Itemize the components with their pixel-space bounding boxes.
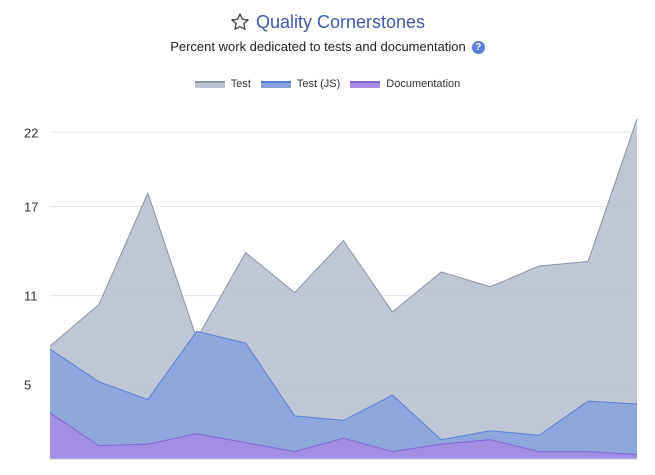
help-icon[interactable]: ? xyxy=(471,40,485,54)
legend-label: Test xyxy=(230,78,251,90)
title-row: Quality Cornerstones xyxy=(0,11,655,33)
legend-label: Documentation xyxy=(386,78,461,90)
area-series-documentation[interactable] xyxy=(50,412,637,459)
y-tick-label: 5 xyxy=(24,378,31,393)
legend: Test Test (JS) Documentation xyxy=(0,78,655,90)
y-tick-label: 11 xyxy=(24,289,38,304)
series-line xyxy=(49,118,638,347)
series-line xyxy=(49,330,638,441)
chart-title: Quality Cornerstones xyxy=(255,12,426,32)
subtitle-row: Percent work dedicated to tests and docu… xyxy=(0,38,655,56)
legend-item[interactable]: Test (JS) xyxy=(260,78,341,90)
legend-swatch xyxy=(194,80,225,88)
legend-item[interactable]: Test xyxy=(194,78,251,90)
y-tick-label: 22 xyxy=(24,125,38,140)
legend-item[interactable]: Documentation xyxy=(350,78,460,90)
legend-label: Test (JS) xyxy=(296,78,341,90)
area-series-test-js[interactable] xyxy=(50,331,637,459)
chart-subtitle: Percent work dedicated to tests and docu… xyxy=(170,39,466,54)
star-icon[interactable] xyxy=(230,12,250,32)
legend-swatch xyxy=(350,80,381,88)
y-tick-label: 17 xyxy=(24,200,38,215)
legend-swatch xyxy=(260,80,291,88)
series-line xyxy=(49,412,638,456)
